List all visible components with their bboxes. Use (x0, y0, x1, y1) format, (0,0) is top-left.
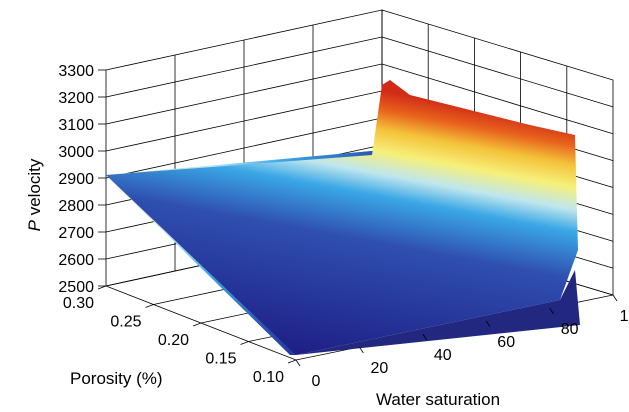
saturation-tick-label: 40 (434, 347, 452, 364)
porosity-tick-mark (97, 285, 107, 290)
saturation-tick-mark (359, 346, 364, 354)
water-saturation-axis-label: Water saturation (376, 390, 500, 409)
saturation-tick-mark (612, 294, 618, 302)
water-saturation-axis-ticks: 0 20 40 60 80 100 (295, 294, 629, 390)
saturation-tick-mark (549, 307, 554, 315)
porosity-axis-label: Porosity (%) (70, 369, 163, 388)
z-axis-label: P velocity (25, 158, 44, 231)
saturation-tick-mark (422, 333, 428, 341)
saturation-tick-label: 80 (561, 321, 579, 338)
saturation-tick-label: 20 (371, 360, 389, 377)
z-axis-ticks: 2500 2600 2700 2800 2900 3000 3100 3200 3300 (58, 63, 106, 296)
porosity-tick-mark (287, 359, 297, 364)
z-tick-label: 2600 (58, 252, 94, 269)
saturation-tick-label: 100 (620, 308, 629, 325)
z-tick-label: 3300 (58, 63, 94, 80)
z-tick-label: 2500 (58, 279, 94, 296)
saturation-tick-mark (485, 320, 491, 328)
surface-floor-front (296, 270, 580, 355)
porosity-tick-label: 0.15 (205, 351, 236, 368)
porosity-tick-label: 0.10 (253, 369, 284, 386)
porosity-axis-ticks: 0.30 0.25 0.20 0.15 0.10 (63, 285, 297, 386)
porosity-tick-mark (192, 322, 202, 327)
z-grid-line-right (381, 63, 614, 135)
porosity-tick-mark (240, 341, 249, 345)
z-tick-label: 2700 (58, 225, 94, 242)
saturation-tick-label: 60 (497, 334, 515, 351)
porosity-tick-label: 0.20 (158, 332, 189, 349)
porosity-tick-label: 0.30 (63, 295, 94, 312)
z-tick-label: 3200 (58, 90, 94, 107)
saturation-tick-mark (295, 359, 301, 367)
saturation-tick-label: 0 (312, 373, 321, 390)
z-grid-line-right (381, 36, 614, 108)
porosity-tick-label: 0.25 (110, 314, 141, 331)
z-tick-label: 3100 (58, 117, 94, 134)
z-tick-label: 3000 (58, 144, 94, 161)
z-tick-label: 2900 (58, 171, 94, 188)
porosity-tick-mark (145, 304, 154, 308)
surface-main (106, 80, 578, 355)
velocity-surface (106, 80, 580, 355)
z-tick-label: 2800 (58, 198, 94, 215)
